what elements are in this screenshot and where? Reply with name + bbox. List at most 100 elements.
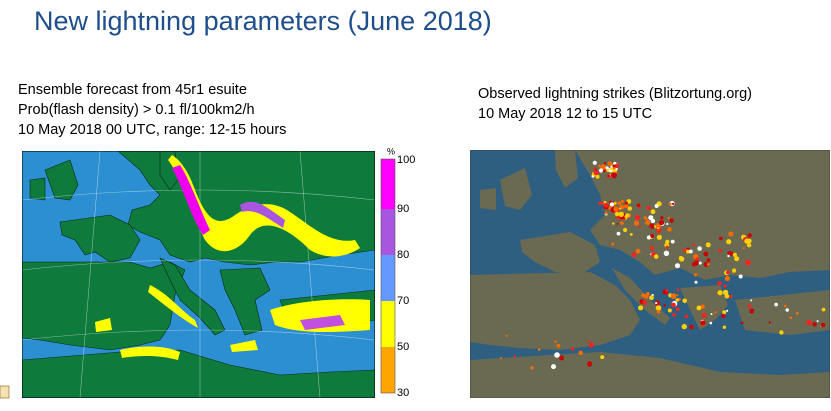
strike-dot (605, 166, 609, 170)
strike-dot (612, 169, 616, 173)
colorbar-band (381, 255, 395, 301)
strike-dot (570, 347, 575, 351)
colorbar: % 100 90 80 70 50 30 (380, 146, 415, 399)
right-caption: Observed lightning strikes (Blitzortung.… (478, 84, 752, 124)
strike-dot (554, 340, 557, 343)
strike-dot (665, 245, 669, 249)
left-caption: Ensemble forecast from 45r1 esuite Prob(… (18, 80, 286, 140)
strike-dot (650, 218, 656, 224)
strike-dot (679, 256, 685, 262)
strike-dot (601, 201, 604, 205)
strike-dot (689, 249, 693, 254)
strike-dot (703, 262, 709, 267)
strike-dot (665, 289, 668, 292)
strike-dot (747, 233, 752, 238)
strike-dot (749, 308, 755, 314)
strike-dot (618, 211, 624, 217)
strike-dot (705, 242, 711, 248)
strike-dot (719, 236, 723, 241)
strike-dot (732, 268, 737, 273)
strike-dot (701, 312, 707, 318)
strike-dot (675, 298, 679, 302)
strike-dot (616, 222, 619, 225)
strike-dot (682, 298, 687, 304)
strike-dot (667, 308, 672, 313)
strike-dot (703, 251, 709, 257)
strike-dot (692, 243, 695, 247)
strike-dot (681, 323, 687, 330)
strike-dot (684, 314, 689, 319)
strike-dot (742, 247, 745, 250)
strike-dot (718, 248, 722, 253)
strike-dot (578, 350, 583, 355)
caption-line: Ensemble forecast from 45r1 esuite (18, 82, 247, 98)
strike-dot (723, 284, 727, 288)
strike-dot (740, 321, 744, 325)
strike-dot (500, 356, 503, 359)
forecast-map (22, 151, 375, 398)
strike-dot (636, 203, 641, 208)
strike-dot (629, 233, 633, 236)
strike-dot (612, 222, 615, 225)
slide-title: New lightning parameters (June 2018) (34, 6, 492, 36)
strike-dot (592, 160, 597, 165)
strike-dot (601, 165, 605, 169)
strike-dot (700, 304, 705, 309)
strike-dot (726, 309, 729, 312)
strike-dot (653, 254, 659, 259)
strike-dot (700, 320, 706, 326)
strike-dot (623, 227, 628, 233)
strike-dot (621, 200, 624, 203)
strike-dot (587, 361, 593, 367)
strike-dot (783, 304, 787, 308)
strike-dot (614, 211, 620, 217)
strike-dot (734, 256, 740, 262)
strike-dot (650, 246, 655, 251)
strike-dot (598, 168, 604, 173)
strike-dot (603, 202, 609, 208)
strike-dot (666, 222, 669, 226)
strike-dot (695, 257, 700, 262)
strike-dot (727, 254, 730, 258)
strike-dot (598, 164, 601, 168)
strike-dot (537, 348, 541, 351)
strike-dot (721, 313, 726, 319)
strike-dot (696, 305, 702, 311)
strike-dot (670, 293, 677, 299)
strike-dot (657, 227, 660, 230)
strike-dot (676, 288, 680, 292)
strike-dot (656, 228, 662, 234)
caption-line: Prob(flash density) > 0.1 fl/100km2/h (18, 102, 255, 118)
colorbar-label: 50 (397, 341, 409, 353)
lightning-strikes (500, 160, 826, 370)
strike-dot (603, 162, 607, 165)
strike-dot (513, 355, 516, 358)
strike-dot (646, 235, 651, 240)
strike-dot (785, 308, 789, 312)
strike-dot (717, 290, 723, 296)
strike-dot (665, 239, 670, 244)
strike-dot (669, 218, 674, 223)
strike-dot (796, 312, 799, 315)
strike-dot (714, 311, 717, 314)
strike-dot (638, 225, 641, 228)
strike-dot (627, 206, 632, 211)
strike-dot (612, 167, 616, 170)
strike-dot (668, 202, 672, 206)
colorbar-label: 80 (397, 249, 409, 261)
strike-dot (727, 251, 731, 255)
strike-dot (611, 172, 617, 178)
strike-dot (820, 322, 826, 328)
colorbar-label: 90 (397, 203, 409, 215)
strike-dot (631, 252, 637, 258)
strike-dot (738, 274, 743, 279)
strike-dot (686, 249, 690, 254)
colorbar-band (381, 301, 395, 347)
strike-dot (614, 163, 620, 169)
strike-dot (610, 167, 613, 171)
strike-dot (682, 248, 687, 253)
strike-dot (613, 206, 619, 212)
strike-dot (821, 307, 826, 312)
strike-dot (559, 355, 565, 361)
strike-dot (747, 304, 752, 308)
